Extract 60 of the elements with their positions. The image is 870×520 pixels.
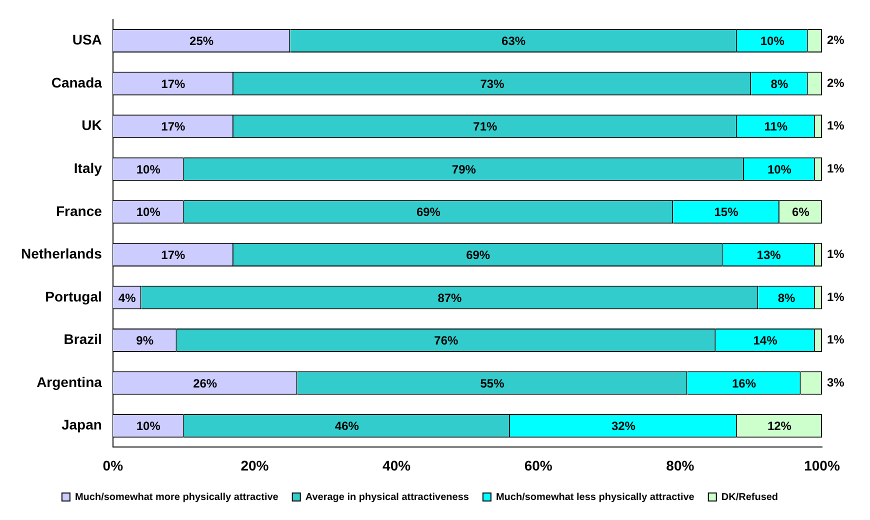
y-tick-label: Japan	[61, 416, 102, 433]
data-label: 87%	[438, 290, 462, 305]
y-tick-label: Netherlands	[20, 246, 102, 262]
y-tick-label: Italy	[74, 160, 102, 176]
data-label: 71%	[473, 120, 498, 134]
data-label: 73%	[480, 76, 505, 91]
data-label: 8%	[770, 76, 788, 91]
y-tick-label: Canada	[51, 74, 102, 90]
x-tick-label: 80%	[666, 457, 695, 474]
data-label: 15%	[714, 205, 739, 220]
data-label: 10%	[760, 34, 785, 48]
data-label: 17%	[161, 248, 186, 262]
data-label: 17%	[161, 76, 186, 91]
data-label: 76%	[434, 334, 459, 348]
data-label: 6%	[792, 205, 810, 220]
y-tick-label: USA	[72, 32, 102, 48]
legend-label: DK/Refused	[721, 492, 778, 503]
data-label: 17%	[161, 120, 186, 134]
data-label: 79%	[452, 162, 476, 176]
y-tick-label: France	[56, 202, 102, 219]
data-label: 2%	[827, 33, 845, 48]
x-tick-label: 60%	[524, 457, 553, 474]
legend-label: Much/somewhat more physically attractive	[74, 492, 279, 503]
y-tick-label: UK	[82, 117, 102, 134]
legend-label: Average in physical attractiveness	[305, 492, 470, 503]
data-label: 1%	[827, 247, 845, 262]
data-label: 69%	[416, 205, 441, 220]
data-label: 14%	[753, 334, 778, 348]
data-label: 55%	[480, 376, 505, 390]
data-label: 1%	[827, 290, 845, 304]
data-label: 1%	[827, 118, 845, 133]
y-tick-label: Argentina	[36, 374, 102, 390]
x-tick-label: 0%	[102, 457, 124, 474]
data-label: 26%	[193, 376, 218, 390]
data-label: 11%	[764, 120, 788, 134]
data-label: 16%	[732, 376, 756, 390]
data-label: 13%	[756, 248, 782, 262]
data-label: 1%	[827, 332, 845, 347]
data-label: 10%	[136, 162, 161, 176]
legend-label: Much/somewhat less physically attractive	[496, 492, 695, 503]
data-label: 9%	[136, 334, 154, 348]
data-label: 10%	[136, 205, 161, 220]
y-tick-label: Brazil	[64, 331, 102, 348]
data-label: 2%	[827, 76, 845, 90]
data-label: 3%	[827, 375, 845, 390]
data-label: 12%	[767, 419, 792, 434]
data-label: 46%	[334, 419, 360, 434]
data-label: 69%	[466, 248, 490, 262]
y-tick-label: Portugal	[45, 288, 102, 304]
data-label: 32%	[611, 419, 636, 434]
x-tick-label: 20%	[240, 457, 270, 474]
data-label: 8%	[778, 290, 796, 305]
x-tick-label: 100%	[804, 457, 840, 474]
data-label: 63%	[502, 34, 526, 48]
data-label: 10%	[136, 419, 161, 434]
data-label: 4%	[118, 290, 136, 305]
data-label: 10%	[767, 162, 792, 176]
data-label: 1%	[827, 161, 845, 176]
x-tick-label: 40%	[382, 457, 412, 474]
data-label: 25%	[190, 34, 214, 48]
